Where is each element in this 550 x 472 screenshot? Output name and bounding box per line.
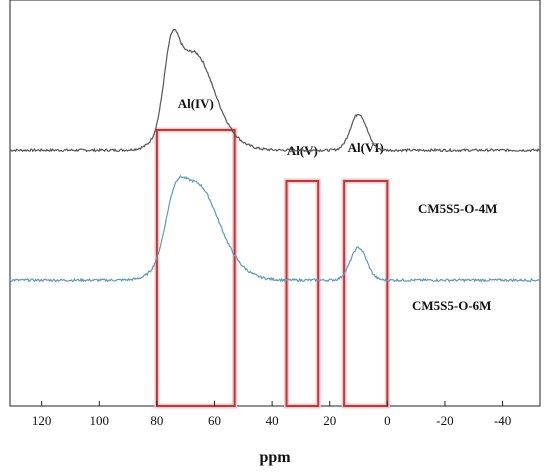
x-tick-label-0: 120 [32,413,52,428]
regions: Al(IV)Al(V) Al(VI) [154,96,390,409]
x-tick-label-1: 100 [90,413,110,428]
series-label-1: CM5S5-O-6M [412,298,491,313]
plot-frame [9,0,541,407]
x-tick-label-6: 0 [384,413,391,428]
x-tick-label-5: 20 [323,413,336,428]
x-tick-label-8: -40 [494,413,511,428]
x-tick-label-7: -20 [436,413,453,428]
region-box-2 [343,180,389,407]
region-box-halo-2 [341,178,390,409]
region-box-halo-1 [284,178,321,409]
region-box-0 [155,129,236,407]
x-tick-label-2: 80 [150,413,163,428]
series-line-0 [9,28,541,153]
series-label-0: CM5S5-O-4M [418,201,497,216]
x-axis-label: ppm [259,449,291,466]
x-axis: 120 100 80 60 40 20 0 -20 -40 [32,401,511,428]
series-line-1 [9,174,541,283]
region-label-2: Al(VI) [348,140,384,155]
x-tick-label-3: 60 [208,413,221,428]
region-box-halo-0 [154,127,238,409]
series: CM5S5-O-4M CM5S5-O-6M [9,28,541,313]
x-tick-label-4: 40 [266,413,279,428]
region-label-0: Al(IV) [178,96,214,111]
region-box-1 [285,180,320,407]
